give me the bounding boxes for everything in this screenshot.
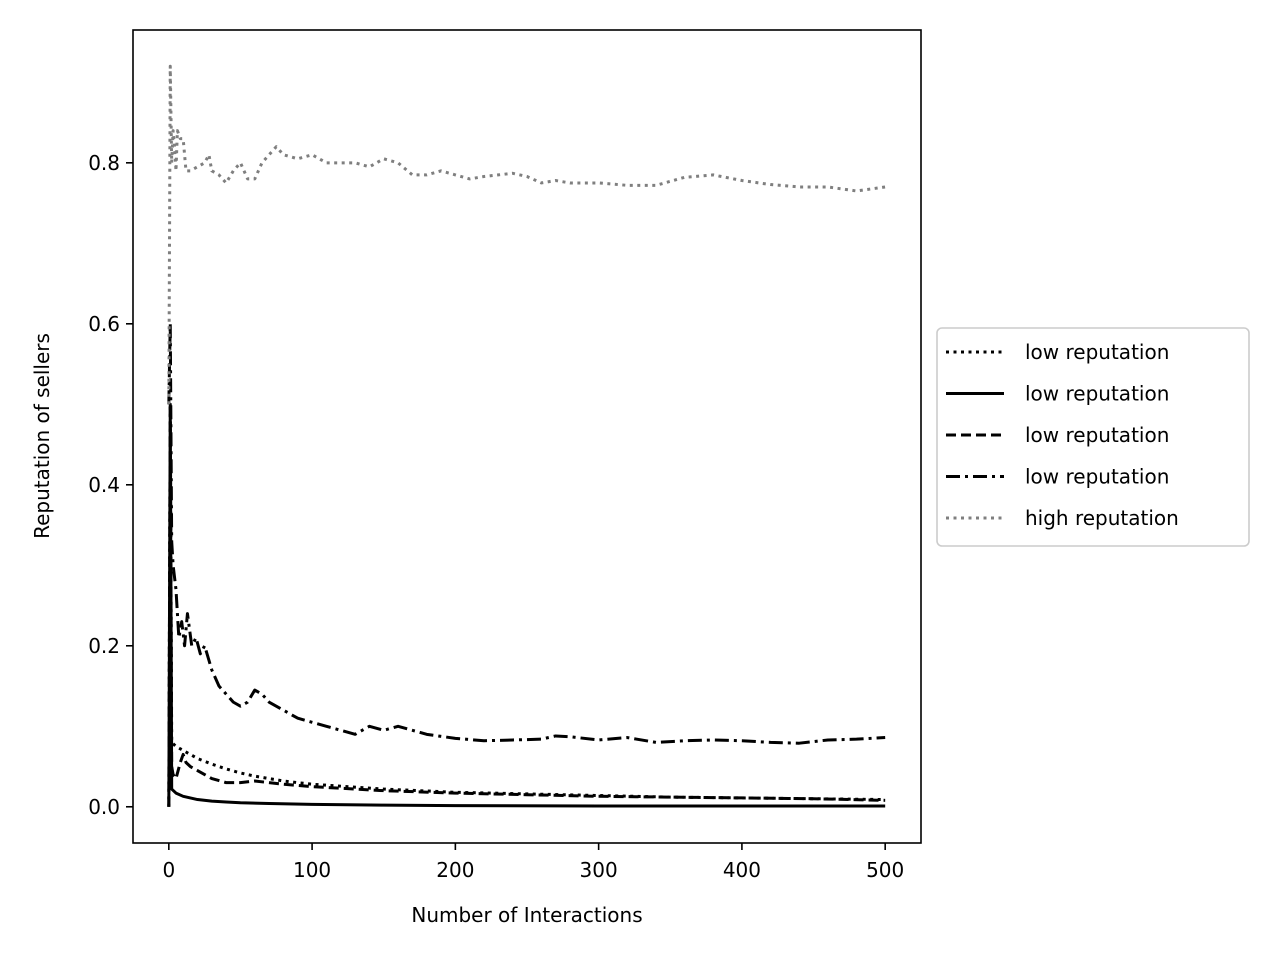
axes-layer: 0 100 200 300 400 500 0.0 0.2 0.4 0.6 0.8 bbox=[88, 29, 922, 882]
series-line-4 bbox=[167, 322, 886, 745]
series-layer bbox=[167, 64, 886, 808]
y-tick-label: 0.2 bbox=[88, 634, 120, 658]
series-line-1 bbox=[167, 402, 886, 807]
y-axis-label: Reputation of sellers bbox=[30, 333, 54, 539]
series-line-3 bbox=[167, 402, 886, 807]
legend-label-2: low reputation bbox=[1025, 382, 1169, 406]
legend-label-1: low reputation bbox=[1025, 340, 1169, 364]
x-tick-label: 400 bbox=[723, 858, 761, 882]
legend-label-5: high reputation bbox=[1025, 506, 1179, 530]
x-axis-label: Number of Interactions bbox=[411, 903, 642, 927]
x-tick-label: 500 bbox=[866, 858, 904, 882]
x-tick-label: 100 bbox=[293, 858, 331, 882]
x-tick-label: 300 bbox=[580, 858, 618, 882]
legend: low reputation low reputation low reputati… bbox=[936, 327, 1250, 547]
y-tick-label: 0.4 bbox=[88, 473, 120, 497]
y-tick-label: 0.8 bbox=[88, 151, 120, 175]
legend-label-3: low reputation bbox=[1025, 423, 1169, 447]
x-tick-label: 200 bbox=[436, 858, 474, 882]
x-tick-label: 0 bbox=[162, 858, 175, 882]
series-line-2 bbox=[167, 402, 886, 808]
y-tick-label: 0.6 bbox=[88, 312, 120, 336]
series-line-5 bbox=[167, 64, 886, 405]
legend-label-4: low reputation bbox=[1025, 465, 1169, 489]
y-tick-label: 0.0 bbox=[88, 795, 120, 819]
legend-box bbox=[936, 327, 1250, 547]
plot-frame bbox=[132, 29, 922, 844]
